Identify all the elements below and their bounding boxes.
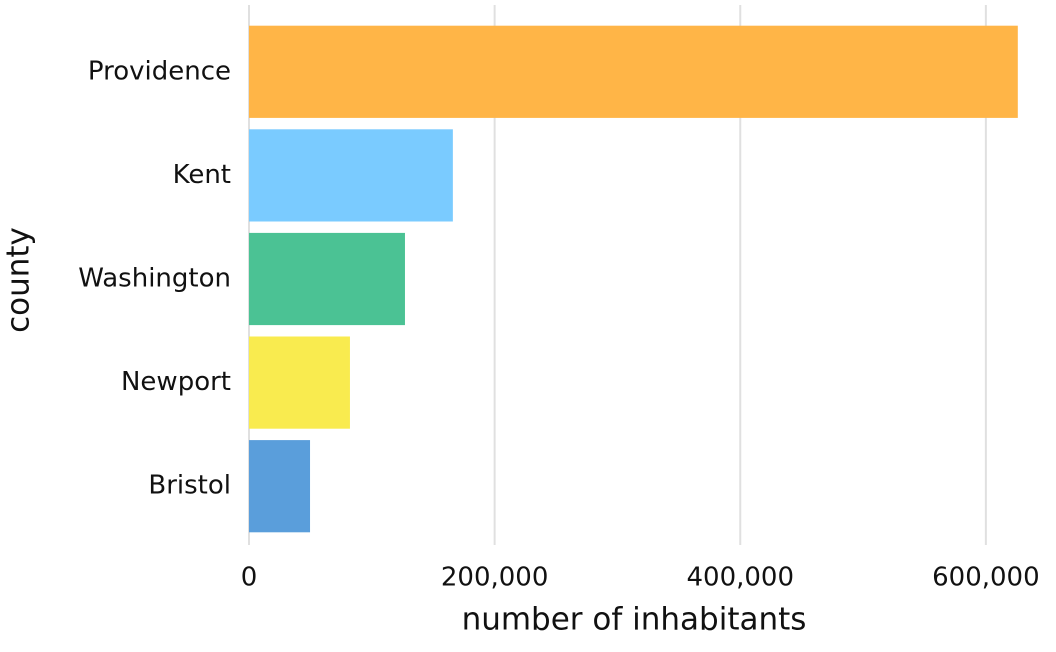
bar [249,25,1018,118]
x-axis-title: number of inhabitants [462,602,807,638]
x-tick-label: 200,000 [441,563,549,593]
bar [249,129,453,222]
y-tick-label: Washington [78,264,231,294]
bar [249,232,405,326]
y-tick-label: Newport [121,367,231,397]
y-axis-title: county [1,227,37,333]
x-tick-label: 400,000 [686,563,794,593]
x-tick-label: 600,000 [932,563,1040,593]
bar [249,440,311,533]
y-tick-label: Bristol [148,471,231,501]
x-tick-label: 0 [241,563,258,593]
y-tick-label: Kent [173,160,231,190]
bar [249,336,350,429]
y-tick-label: Providence [88,56,231,86]
